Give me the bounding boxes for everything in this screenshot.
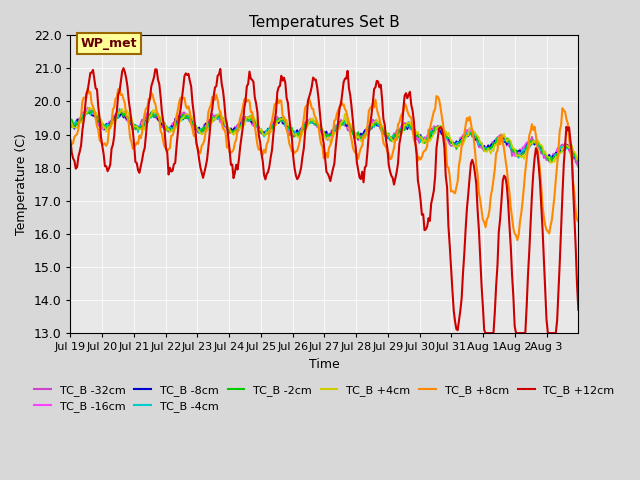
TC_B -4cm <box>329 134 337 140</box>
Line: TC_B -2cm: TC_B -2cm <box>70 111 579 164</box>
TC_B -16cm <box>575 162 582 168</box>
Line: TC_B +12cm: TC_B +12cm <box>70 68 579 333</box>
TC_B +12cm <box>573 282 581 288</box>
TC_B -4cm <box>575 157 582 163</box>
Line: TC_B -8cm: TC_B -8cm <box>70 111 579 161</box>
Line: TC_B -32cm: TC_B -32cm <box>70 110 579 167</box>
TC_B -4cm <box>572 156 580 162</box>
TC_B +8cm <box>506 189 513 195</box>
TC_B -32cm <box>506 144 513 149</box>
TC_B -8cm <box>430 129 438 135</box>
TC_B -16cm <box>85 107 93 112</box>
TC_B +4cm <box>101 124 109 130</box>
TC_B -2cm <box>572 154 580 159</box>
TC_B +8cm <box>329 129 337 135</box>
TC_B +4cm <box>84 108 92 113</box>
TC_B +8cm <box>67 143 74 148</box>
TC_B -2cm <box>88 108 95 114</box>
TC_B -2cm <box>101 124 109 130</box>
TC_B -16cm <box>329 130 337 136</box>
TC_B -16cm <box>67 123 74 129</box>
TC_B -8cm <box>575 158 582 164</box>
TC_B +4cm <box>575 155 582 160</box>
TC_B -16cm <box>84 105 92 110</box>
TC_B -16cm <box>572 157 580 163</box>
TC_B -32cm <box>329 129 337 134</box>
TC_B +12cm <box>507 243 515 249</box>
TC_B +8cm <box>575 219 582 225</box>
TC_B +12cm <box>575 307 582 312</box>
TC_B +8cm <box>101 141 109 146</box>
TC_B +4cm <box>506 137 513 143</box>
TC_B +12cm <box>120 65 127 71</box>
X-axis label: Time: Time <box>309 358 340 371</box>
TC_B +12cm <box>67 137 74 143</box>
TC_B +8cm <box>513 237 521 243</box>
TC_B +8cm <box>85 90 93 96</box>
TC_B +4cm <box>573 157 581 163</box>
Line: TC_B +8cm: TC_B +8cm <box>70 89 579 240</box>
TC_B -32cm <box>572 159 580 165</box>
Line: TC_B -16cm: TC_B -16cm <box>70 108 579 165</box>
TC_B -16cm <box>430 123 438 129</box>
TC_B -8cm <box>572 156 580 162</box>
TC_B -4cm <box>85 105 93 111</box>
TC_B -8cm <box>84 108 92 114</box>
TC_B -32cm <box>575 164 582 170</box>
TC_B -16cm <box>506 144 513 150</box>
Y-axis label: Temperature (C): Temperature (C) <box>15 133 28 235</box>
Line: TC_B +4cm: TC_B +4cm <box>70 108 579 163</box>
TC_B -16cm <box>101 125 109 131</box>
TC_B -2cm <box>84 110 92 116</box>
TC_B +12cm <box>100 151 108 157</box>
TC_B -8cm <box>67 119 74 125</box>
TC_B -32cm <box>85 107 93 113</box>
TC_B +8cm <box>84 86 92 92</box>
Line: TC_B -4cm: TC_B -4cm <box>70 108 579 160</box>
Text: WP_met: WP_met <box>81 37 137 50</box>
TC_B -4cm <box>430 128 438 134</box>
TC_B +4cm <box>430 131 438 137</box>
TC_B +4cm <box>329 134 337 140</box>
TC_B +4cm <box>67 119 74 124</box>
TC_B +8cm <box>573 216 581 222</box>
TC_B -4cm <box>101 122 109 128</box>
Legend: TC_B -32cm, TC_B -16cm, TC_B -8cm, TC_B -4cm, TC_B -2cm, TC_B +4cm, TC_B +8cm, T: TC_B -32cm, TC_B -16cm, TC_B -8cm, TC_B … <box>30 380 619 417</box>
TC_B -32cm <box>430 123 438 129</box>
TC_B -8cm <box>101 127 109 132</box>
TC_B -8cm <box>506 140 513 146</box>
Title: Temperatures Set B: Temperatures Set B <box>249 15 400 30</box>
TC_B -32cm <box>101 126 109 132</box>
TC_B +12cm <box>430 188 438 194</box>
TC_B +4cm <box>547 160 554 166</box>
TC_B -32cm <box>84 110 92 116</box>
TC_B -32cm <box>67 124 74 130</box>
TC_B -2cm <box>506 139 513 144</box>
TC_B +12cm <box>329 166 337 171</box>
TC_B -2cm <box>575 161 582 167</box>
TC_B -4cm <box>84 110 92 116</box>
TC_B -8cm <box>85 110 93 116</box>
TC_B +12cm <box>84 87 92 93</box>
TC_B -2cm <box>430 128 438 134</box>
TC_B -4cm <box>67 123 74 129</box>
TC_B +4cm <box>85 105 93 110</box>
TC_B +12cm <box>482 330 490 336</box>
TC_B -8cm <box>329 128 337 133</box>
TC_B -2cm <box>329 132 337 137</box>
TC_B +8cm <box>430 108 438 114</box>
TC_B -4cm <box>506 139 513 145</box>
TC_B -2cm <box>67 117 74 123</box>
